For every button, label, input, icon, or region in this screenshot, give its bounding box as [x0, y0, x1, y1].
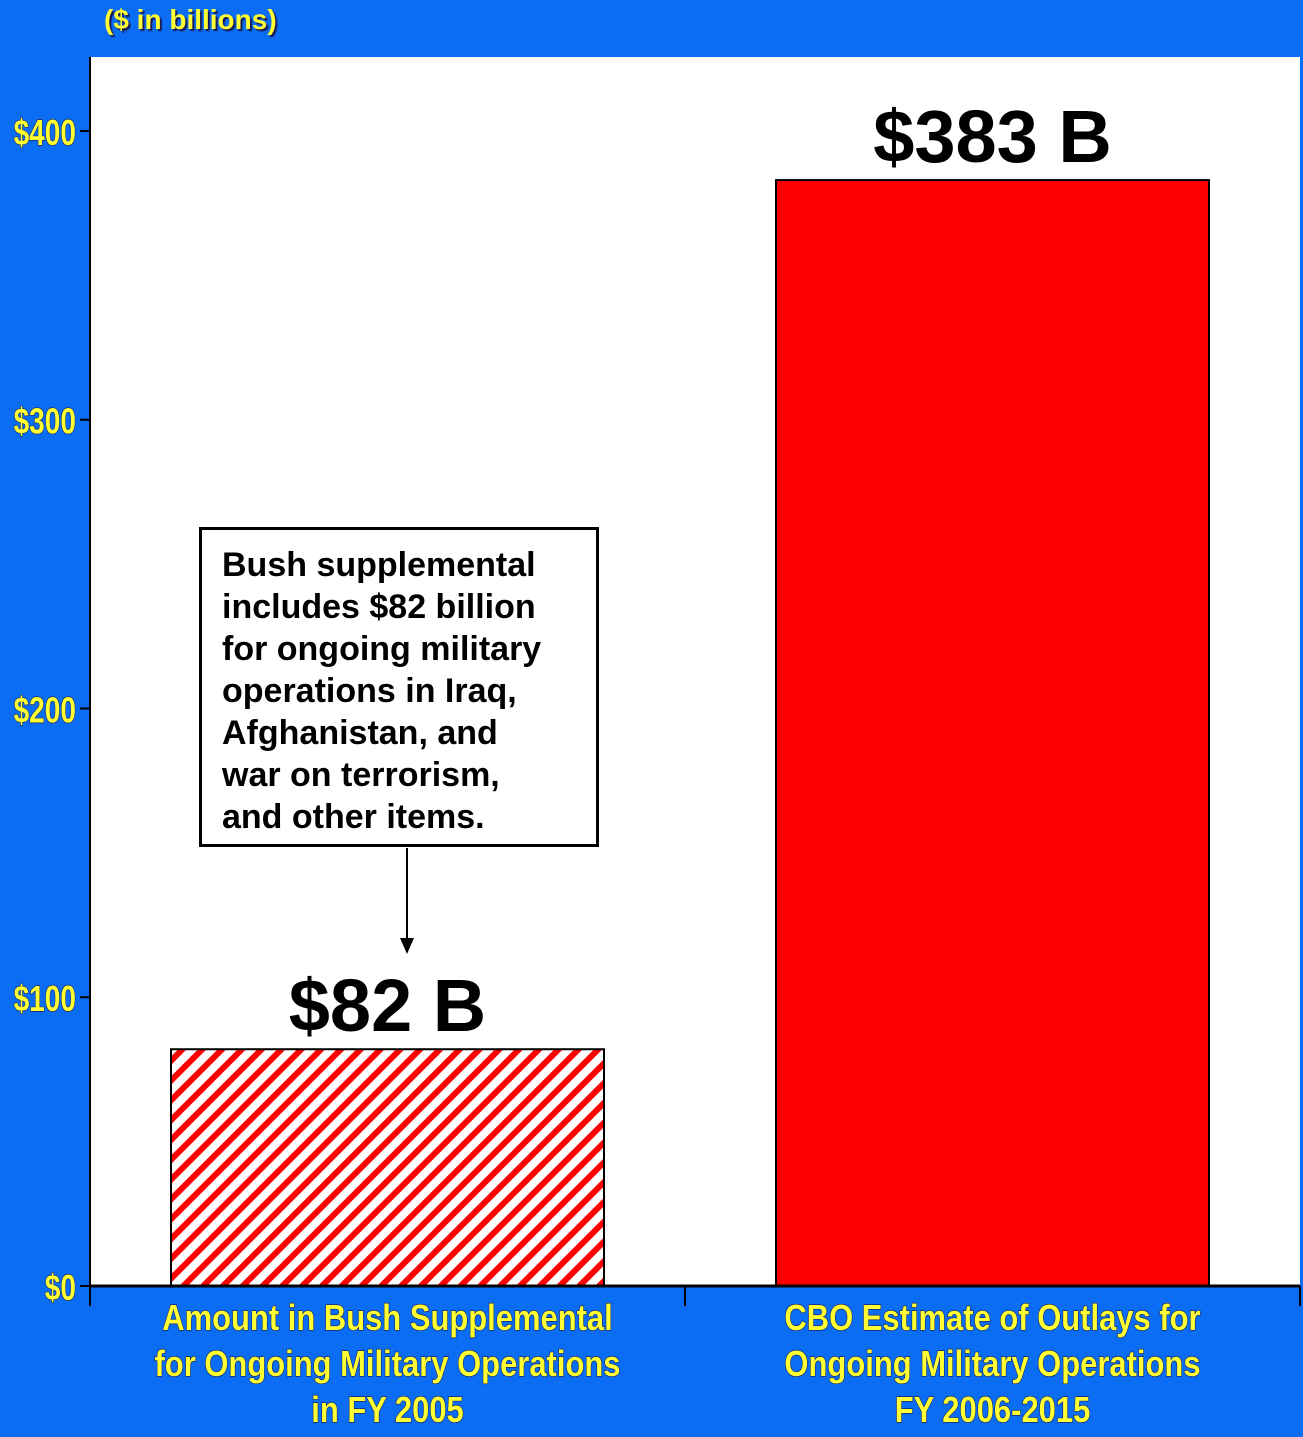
category-label-2-line-3: FY 2006-2015 [895, 1391, 1091, 1431]
category-label-2-line-2: Ongoing Military Operations [784, 1345, 1200, 1385]
annotation-arrow-head [400, 938, 414, 954]
y-tick-label: $300 [14, 401, 76, 441]
bar-value-label-2: $383 B [873, 95, 1112, 178]
category-label-1-line-3: in FY 2005 [311, 1391, 464, 1431]
bar-value-label-1: $82 B [289, 964, 486, 1047]
y-tick-label: $200 [14, 690, 76, 730]
y-tick-label: $400 [14, 113, 76, 153]
category-label-1-line-1: Amount in Bush Supplemental [162, 1299, 612, 1339]
annotation-callout: Bush supplemental includes $82 billion f… [199, 527, 599, 847]
y-tick-label: $0 [45, 1268, 76, 1308]
bar-2 [775, 179, 1210, 1287]
units-label: ($ in billions) [104, 4, 277, 35]
category-label-2-line-1: CBO Estimate of Outlays for [784, 1299, 1200, 1339]
y-tick-label: $100 [14, 979, 76, 1019]
bar-1 [170, 1048, 605, 1287]
category-label-1-line-2: for Ongoing Military Operations [155, 1345, 621, 1385]
